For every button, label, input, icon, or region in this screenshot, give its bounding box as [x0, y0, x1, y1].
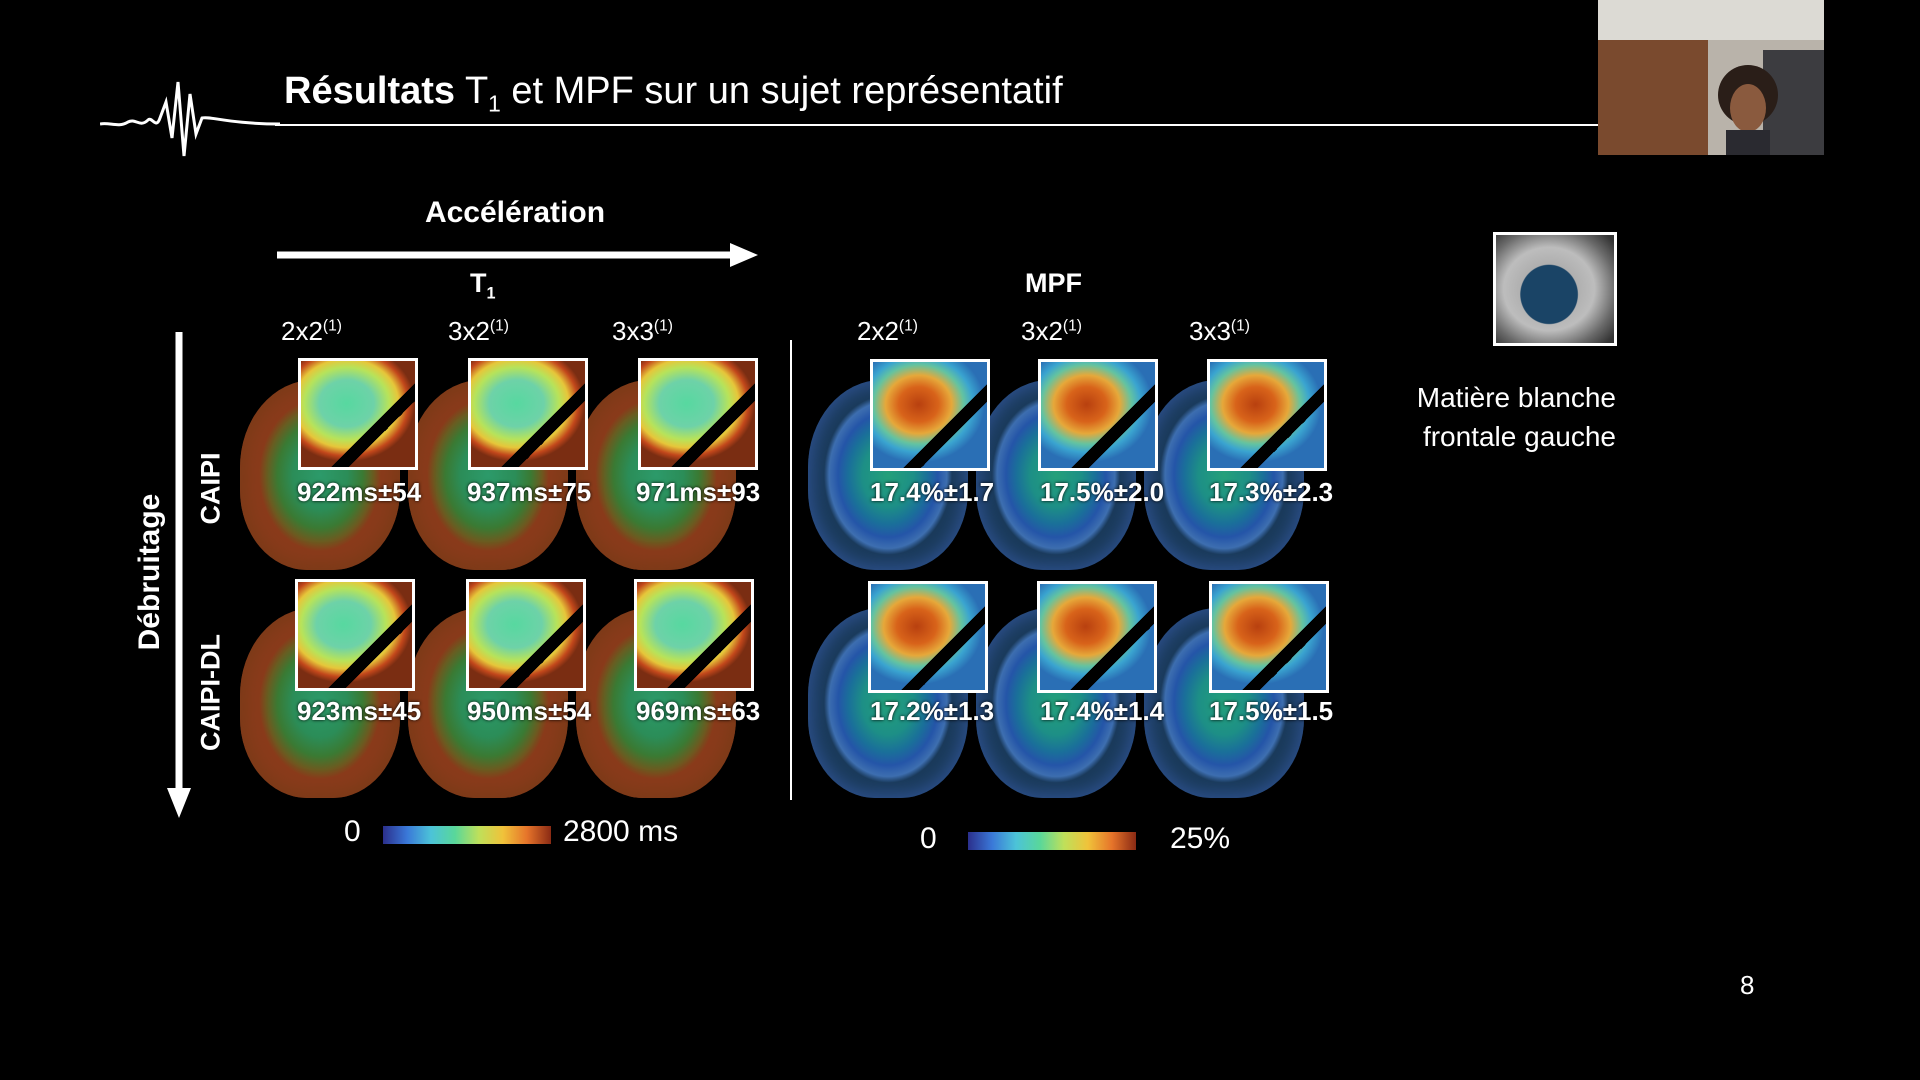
header-rule [275, 124, 1600, 126]
mpf-caipidl-2x2-zoom [868, 581, 988, 693]
title-t: T [464, 70, 489, 112]
t1-caipidl-3x3-zoom [634, 579, 754, 691]
roi-caption: Matière blanche frontale gauche [1370, 378, 1616, 456]
panel-divider [790, 340, 792, 800]
mpf-caipidl-2x2-value: 17.2%±1.3 [870, 696, 995, 726]
mpf-caipidl-3x3-value: 17.5%±1.5 [1209, 696, 1334, 726]
mpf-colorbar-min: 0 [920, 822, 937, 855]
waveform-logo-icon [100, 81, 280, 157]
mpf-factor-3x3: 3x3(1) [1189, 316, 1250, 346]
roi-caption-line2: frontale gauche [1422, 421, 1616, 452]
mpf-caipidl-3x3-zoom [1209, 581, 1329, 693]
title-rest: et MPF sur un sujet représentatif [500, 70, 1063, 112]
t1-panel-title: T1 [470, 268, 496, 303]
row-label-caipi: CAIPI [195, 452, 226, 525]
t1-caipidl-2x2-value: 923ms±45 [297, 696, 422, 726]
title-bold: Résultats [284, 70, 456, 112]
mpf-caipi-3x3-value: 17.3%±2.3 [1209, 477, 1334, 507]
t1-caipidl-2x2-zoom [295, 579, 415, 691]
t1-colorbar-min: 0 [344, 815, 361, 848]
mpf-factor-3x2: 3x2(1) [1021, 316, 1082, 346]
t1-caipi-3x2-zoom [468, 358, 588, 470]
t1-factor-2x2: 2x2(1) [281, 316, 342, 346]
denoising-arrow-icon [167, 332, 191, 818]
t1-caipi-3x3-zoom [638, 358, 758, 470]
t1-caipi-2x2-value: 922ms±54 [297, 477, 422, 507]
mpf-caipi-3x3-zoom [1207, 359, 1327, 471]
t1-title-text: T [470, 268, 487, 298]
title-subscript: 1 [488, 90, 501, 117]
webcam-video-feed [1598, 0, 1824, 155]
mpf-caipi-2x2-zoom [870, 359, 990, 471]
mpf-caipi-3x2-value: 17.5%±2.0 [1040, 477, 1165, 507]
mpf-factor-2x2: 2x2(1) [857, 316, 918, 346]
t1-title-sub: 1 [486, 284, 496, 303]
t1-caipi-2x2-zoom [298, 358, 418, 470]
t1-caipidl-3x2-zoom [466, 579, 586, 691]
acceleration-label: Accélération [424, 196, 606, 229]
t1-factor-3x2: 3x2(1) [448, 316, 509, 346]
t1-factor-3x3: 3x3(1) [612, 316, 673, 346]
t1-caipidl-3x2-value: 950ms±54 [467, 696, 592, 726]
roi-caption-line1: Matière blanche [1416, 382, 1616, 413]
mpf-caipi-2x2-value: 17.4%±1.7 [870, 477, 995, 507]
t1-caipi-3x3-value: 971ms±93 [636, 477, 761, 507]
mpf-colorbar [968, 832, 1136, 850]
mpf-caipidl-3x2-value: 17.4%±1.4 [1040, 696, 1165, 726]
denoising-label: Débruitage [133, 493, 166, 651]
t1-colorbar [383, 826, 551, 844]
mpf-caipidl-3x2-zoom [1037, 581, 1157, 693]
slide-title: Résultats T1 et MPF sur un sujet représe… [284, 70, 1063, 118]
acceleration-arrow-icon [277, 243, 758, 267]
roi-thumbnail [1493, 232, 1617, 346]
t1-caipidl-3x3-value: 969ms±63 [636, 696, 761, 726]
t1-colorbar-max: 2800 ms [563, 815, 679, 848]
page-number: 8 [1740, 970, 1755, 1000]
mpf-colorbar-max: 25% [1170, 822, 1231, 855]
mpf-caipi-3x2-zoom [1038, 359, 1158, 471]
mpf-panel-title: MPF [1025, 268, 1082, 298]
row-label-caipi-dl: CAIPI-DL [195, 634, 226, 751]
t1-caipi-3x2-value: 937ms±75 [467, 477, 592, 507]
